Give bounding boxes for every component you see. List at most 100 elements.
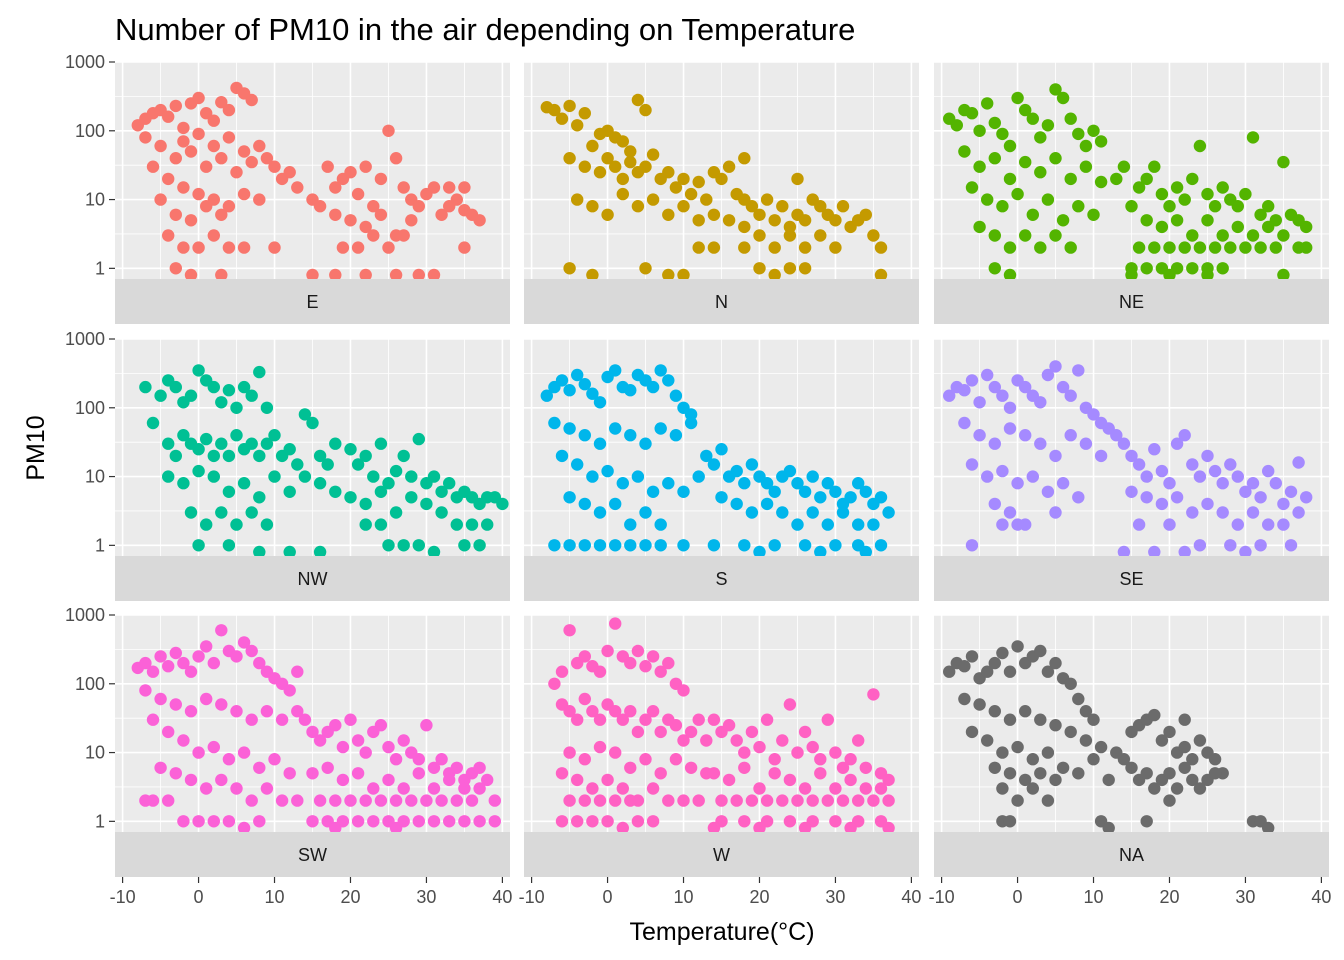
data-point (943, 389, 956, 402)
data-point (162, 470, 175, 483)
data-point (1064, 112, 1077, 125)
data-point (677, 539, 690, 552)
data-point (1056, 761, 1070, 774)
data-point (707, 208, 721, 221)
data-point (715, 794, 728, 807)
data-point (783, 815, 797, 828)
data-point (563, 422, 576, 435)
data-point (662, 794, 675, 807)
data-point (268, 160, 281, 173)
data-point (798, 782, 812, 795)
data-point (1072, 692, 1085, 706)
data-point (844, 491, 857, 504)
data-point (1056, 91, 1070, 105)
data-point (420, 719, 433, 732)
data-point (730, 734, 743, 747)
data-point (768, 214, 781, 227)
data-point (593, 740, 607, 754)
data-point (1011, 91, 1024, 105)
data-point (1201, 214, 1214, 227)
data-point (465, 518, 479, 531)
data-point (435, 506, 448, 519)
data-point (548, 416, 561, 430)
data-point (1018, 380, 1032, 394)
data-point (707, 767, 721, 780)
data-point (154, 650, 167, 663)
data-point (1041, 119, 1055, 132)
point-series-na (943, 640, 1275, 835)
data-point (1186, 262, 1199, 275)
data-point (806, 740, 819, 754)
data-point (593, 506, 607, 519)
data-point (624, 384, 637, 397)
data-point (268, 429, 281, 442)
data-point (237, 187, 251, 201)
data-point (563, 746, 576, 759)
data-point (367, 815, 380, 828)
data-point (783, 220, 797, 234)
data-point (593, 713, 607, 726)
data-point (344, 713, 357, 726)
data-point (260, 401, 274, 414)
facet-label: W (713, 845, 730, 865)
data-point (1163, 268, 1176, 282)
data-point (586, 139, 599, 153)
data-point (988, 152, 1001, 165)
data-point (268, 241, 281, 254)
data-point (1231, 518, 1245, 531)
data-point (1049, 773, 1062, 787)
data-point (192, 241, 205, 254)
data-point (420, 497, 433, 511)
data-point (1155, 734, 1169, 747)
data-point (776, 794, 789, 807)
data-point (291, 665, 304, 678)
data-point (631, 815, 645, 828)
data-point (1079, 734, 1093, 747)
data-point (1140, 470, 1153, 483)
data-point (593, 665, 607, 678)
data-point (405, 214, 418, 227)
data-point (616, 477, 629, 490)
data-point (215, 152, 228, 165)
data-point (988, 497, 1001, 511)
data-point (344, 166, 357, 179)
data-point (981, 97, 994, 110)
data-point (1239, 187, 1252, 201)
x-tick-label: -10 (110, 887, 136, 907)
data-point (1087, 124, 1100, 137)
data-point (616, 782, 629, 795)
data-point (798, 725, 812, 739)
data-point (593, 396, 607, 409)
data-point (859, 545, 872, 559)
data-point (367, 229, 380, 242)
data-point (1064, 677, 1077, 690)
chart-title: Number of PM10 in the air depending on T… (115, 12, 855, 47)
data-point (639, 753, 652, 766)
data-point (1064, 389, 1077, 402)
y-tick-label: 1 (95, 535, 105, 555)
data-point (859, 485, 872, 498)
data-point (253, 491, 266, 504)
data-point (1170, 491, 1184, 504)
facet-label: SE (1119, 569, 1143, 589)
data-point (692, 241, 705, 254)
data-point (359, 220, 372, 234)
data-point (791, 746, 804, 759)
data-point (1102, 773, 1115, 787)
data-point (669, 719, 683, 732)
data-point (700, 734, 713, 747)
data-point (420, 794, 433, 807)
data-point (139, 656, 152, 670)
data-point (593, 166, 607, 179)
data-point (1049, 656, 1062, 670)
data-point (184, 773, 198, 787)
data-point (768, 753, 781, 766)
data-point (473, 815, 486, 828)
data-point (1034, 396, 1047, 409)
facet-label: NW (298, 569, 328, 589)
data-point (245, 506, 258, 519)
data-point (329, 794, 342, 807)
data-point (631, 93, 645, 107)
data-point (806, 794, 819, 807)
y-tick-label: 1 (95, 258, 105, 278)
